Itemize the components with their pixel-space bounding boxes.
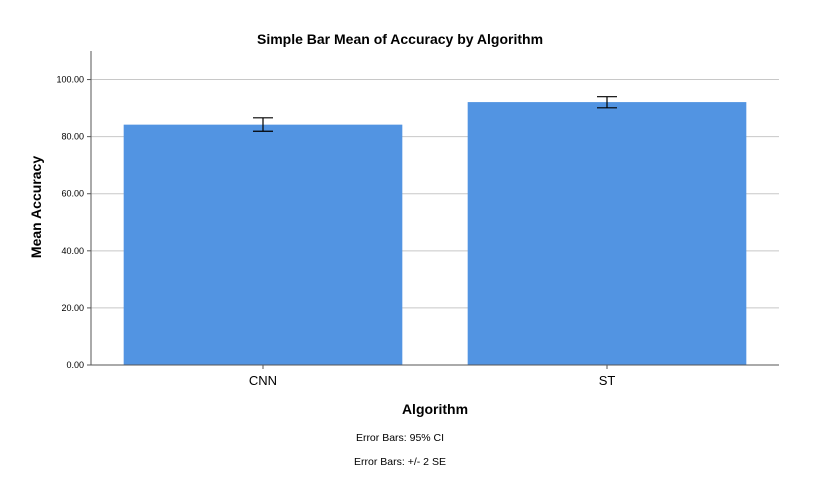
y-tick-label: 100.00 xyxy=(56,75,84,85)
x-tick-label-st: ST xyxy=(599,373,616,388)
y-tick-label: 20.00 xyxy=(61,303,84,313)
x-axis-title: Algorithm xyxy=(402,401,468,417)
footnote-ci: Error Bars: 95% CI xyxy=(356,432,444,444)
tick-layer: 0.00 20.00 40.00 60.00 80.00 100.00 CNN ST xyxy=(56,75,615,388)
bar-layer xyxy=(123,96,747,365)
axis-layer xyxy=(90,51,779,366)
chart-title: Simple Bar Mean of Accuracy by Algorithm xyxy=(257,31,543,47)
x-tick-label-cnn: CNN xyxy=(249,373,277,388)
bar-cnn xyxy=(123,124,403,365)
y-axis-title: Mean Accuracy xyxy=(28,156,44,258)
y-tick-label: 0.00 xyxy=(66,360,84,370)
y-tick-label: 40.00 xyxy=(61,246,84,256)
y-tick-label: 60.00 xyxy=(61,189,84,199)
bar-st xyxy=(467,102,747,365)
y-tick-label: 80.00 xyxy=(61,132,84,142)
footnote-se: Error Bars: +/- 2 SE xyxy=(354,456,446,468)
